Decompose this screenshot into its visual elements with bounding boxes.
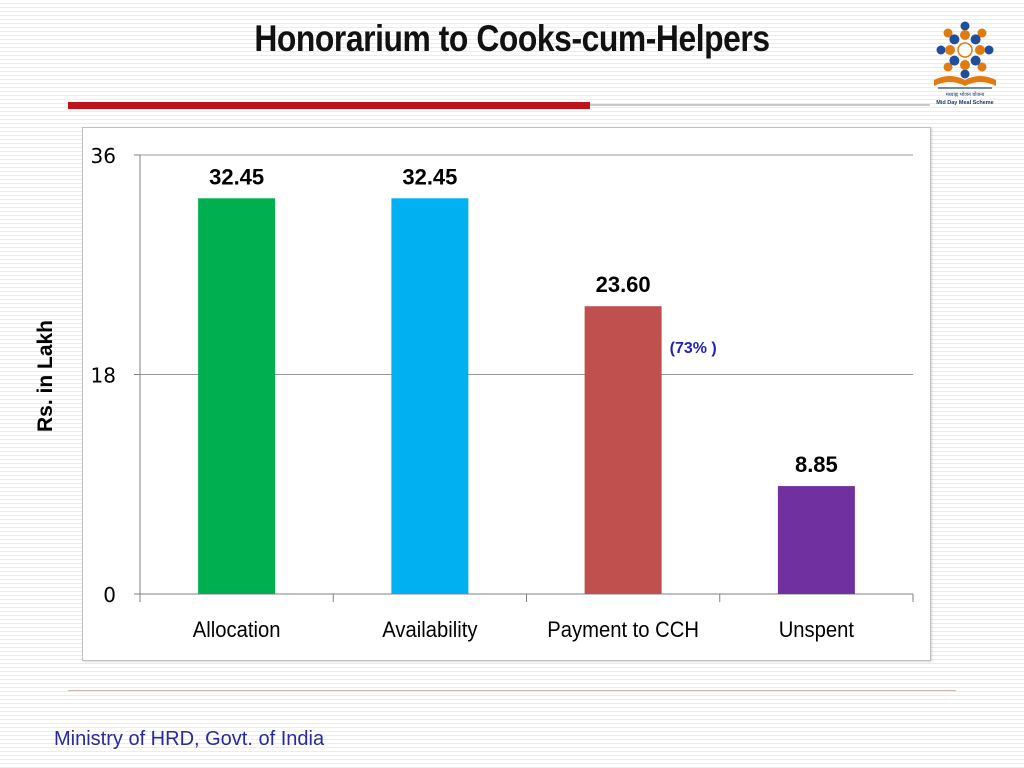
logo-person-head: [960, 69, 970, 79]
logo-person-body: [960, 30, 970, 40]
bar-unspent: [777, 486, 855, 594]
data-label: 8.85: [795, 452, 838, 477]
logo-person-body: [975, 45, 985, 55]
title-underline-gray: [590, 104, 930, 106]
y-tick-label: 0: [103, 583, 116, 607]
logo-person-head: [960, 21, 970, 31]
x-tick-label: Availability: [382, 618, 478, 642]
logo-person-body: [945, 45, 955, 55]
x-tick-label: Unspent: [779, 618, 854, 642]
logo-person-head: [984, 45, 994, 55]
footer-rule: [68, 690, 956, 691]
logo-person-body: [949, 55, 960, 66]
x-tick-label: Payment to CCH: [547, 618, 699, 642]
y-axis-title: Rs. in Lakh: [34, 319, 57, 433]
annotation-percent: (73% ): [670, 340, 717, 357]
data-label: 32.45: [402, 164, 457, 189]
bar-availability: [391, 198, 469, 594]
bar-payment-to-cch: [584, 306, 662, 594]
mid-day-meal-logo: मध्याह्न भोजन योजना Mid Day Meal Scheme: [934, 21, 996, 106]
logo-person-head: [936, 45, 946, 55]
logo-person-head: [943, 62, 953, 72]
logo-person-head: [977, 62, 987, 72]
chart-frame: 0 18 36 32.45 Allocation 32.45 Availability 23.…: [82, 127, 931, 661]
logo-person-body: [970, 55, 981, 66]
logo-person-body: [960, 60, 970, 70]
bar-allocation: [198, 198, 276, 594]
data-label: 23.60: [596, 272, 651, 297]
svg-text:Mid Day Meal Scheme: Mid Day Meal Scheme: [936, 100, 993, 106]
y-tick-label: 18: [91, 364, 116, 388]
svg-text:मध्याह्न भोजन योजना: मध्याह्न भोजन योजना: [946, 91, 985, 98]
y-tick-label: 36: [91, 144, 116, 168]
logo-person-head: [943, 28, 953, 38]
bar-chart: 0 18 36 32.45 Allocation 32.45 Availability 23.…: [91, 144, 914, 642]
data-label: 32.45: [209, 164, 264, 189]
logo-person-body: [970, 34, 981, 45]
x-tick-label: Allocation: [193, 618, 281, 642]
logo-person-head: [977, 28, 987, 38]
logo-person-body: [949, 34, 960, 45]
footer-text: Ministry of HRD, Govt. of India: [54, 728, 325, 750]
logo-plate: [957, 42, 973, 58]
title-underline-red: [68, 102, 590, 109]
slide-title: Honorarium to Cooks-cum-Helpers: [254, 18, 770, 59]
